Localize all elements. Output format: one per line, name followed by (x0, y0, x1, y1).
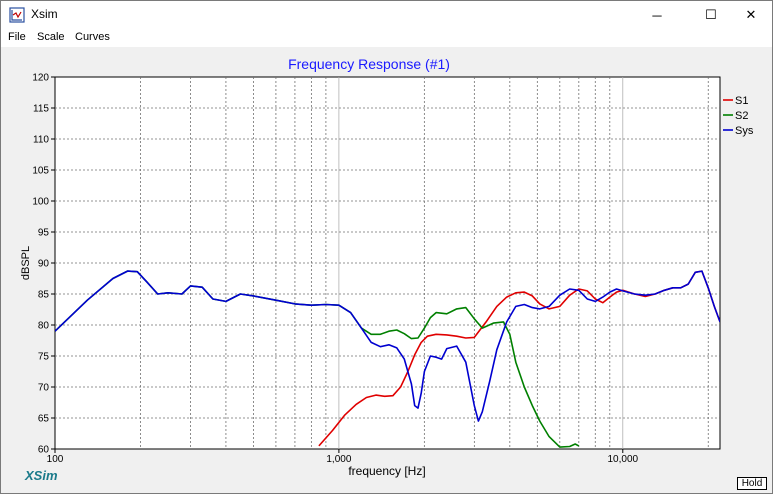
window-title: Xsim (31, 7, 58, 21)
legend-label-s1: S1 (735, 95, 748, 107)
y-axis-label: dBSPL (20, 246, 32, 280)
y-tick-label: 65 (38, 414, 50, 425)
y-tick-label: 80 (38, 321, 50, 332)
x-axis-label: frequency [Hz] (348, 464, 425, 478)
y-tick-label: 100 (32, 197, 49, 208)
menu-curves[interactable]: Curves (75, 31, 110, 43)
maximize-icon: ☐ (705, 7, 717, 22)
hold-button[interactable]: Hold (737, 477, 767, 490)
x-tick-label: 100 (47, 454, 64, 465)
series-line-sys (55, 270, 720, 422)
close-button[interactable]: ✕ (728, 1, 773, 29)
title-bar[interactable]: Xsim ─ ☐ ✕ (1, 1, 772, 29)
minimize-button[interactable]: ─ (634, 1, 680, 29)
y-tick-label: 90 (38, 259, 50, 270)
menu-scale[interactable]: Scale (37, 31, 65, 43)
y-tick-label: 115 (33, 104, 49, 115)
x-tick-label: 1,000 (326, 454, 351, 465)
y-tick-label: 75 (38, 352, 50, 363)
y-tick-label: 120 (32, 73, 49, 84)
y-tick-label: 105 (32, 166, 49, 177)
minimize-icon: ─ (652, 7, 662, 23)
y-tick-label: 85 (38, 290, 50, 301)
close-icon: ✕ (745, 7, 757, 22)
legend-label-sys: Sys (735, 125, 754, 137)
xsim-app-icon (9, 7, 25, 23)
y-tick-label: 110 (33, 135, 49, 146)
menu-bar: File Scale Curves (1, 29, 772, 47)
maximize-button[interactable]: ☐ (688, 1, 734, 29)
legend-label-s2: S2 (735, 110, 748, 122)
y-tick-label: 70 (38, 383, 50, 394)
menu-file[interactable]: File (8, 31, 26, 43)
y-tick-label: 60 (38, 445, 50, 456)
xsim-brand-logo: XSim (25, 468, 58, 483)
x-tick-label: 10,000 (607, 454, 638, 465)
y-tick-label: 95 (38, 228, 50, 239)
chart-title: Frequency Response (#1) (288, 56, 450, 72)
